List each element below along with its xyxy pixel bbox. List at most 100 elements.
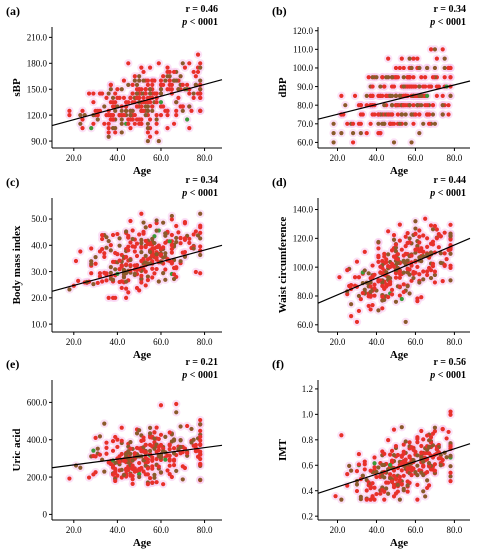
data-point [165, 468, 170, 473]
data-point [403, 251, 408, 256]
data-point [366, 303, 371, 309]
data-point [174, 410, 179, 415]
data-point [370, 75, 375, 80]
data-point [376, 308, 381, 313]
data-point [128, 95, 133, 100]
data-point [415, 463, 420, 468]
data-point [397, 497, 402, 502]
data-point [362, 459, 367, 464]
data-point [110, 232, 116, 238]
data-point [413, 250, 418, 255]
data-point [198, 438, 203, 443]
data-point [132, 121, 137, 126]
panel-label: (e) [6, 357, 19, 371]
data-point [386, 491, 391, 496]
data-point [134, 431, 140, 436]
data-point [154, 228, 159, 233]
r-value: r = 0.34 [186, 175, 218, 186]
data-point [187, 236, 192, 241]
data-point [119, 285, 124, 291]
data-point [124, 108, 129, 113]
x-tick-label: 40.0 [369, 525, 385, 535]
data-point [198, 434, 203, 439]
data-point [417, 240, 422, 245]
data-point [411, 75, 416, 80]
data-point [358, 103, 363, 108]
data-point [163, 78, 168, 83]
data-point [167, 239, 172, 244]
data-point [397, 284, 402, 289]
data-point [331, 121, 336, 126]
x-tick-label: 40.0 [110, 153, 126, 163]
data-point [117, 459, 122, 464]
y-tick-label: 100.0 [293, 63, 314, 73]
data-point [397, 474, 402, 479]
data-point [95, 117, 100, 122]
data-point [115, 444, 120, 450]
data-point [167, 430, 172, 435]
data-point [419, 93, 424, 98]
data-point [432, 462, 438, 467]
data-point [145, 126, 150, 131]
data-point [436, 84, 441, 89]
data-point [154, 252, 159, 257]
x-tick-label: 40.0 [369, 337, 385, 347]
data-point [128, 472, 133, 477]
data-point [198, 78, 203, 83]
data-point [130, 458, 135, 463]
data-point [93, 435, 98, 440]
data-point [397, 121, 402, 126]
data-point [198, 91, 203, 96]
data-point [425, 478, 430, 483]
data-point [121, 95, 127, 100]
data-point [198, 417, 203, 423]
data-point [187, 91, 192, 96]
data-point [432, 65, 438, 71]
data-point [380, 449, 385, 454]
data-point [374, 75, 379, 80]
data-point [423, 451, 428, 456]
data-point [167, 442, 172, 447]
data-point [134, 104, 140, 109]
data-point [376, 255, 381, 260]
data-point [419, 450, 424, 455]
data-point [171, 69, 177, 75]
data-point [108, 113, 113, 118]
data-point [189, 426, 194, 432]
regression-line [317, 443, 471, 494]
data-point [407, 56, 412, 61]
data-point [343, 103, 348, 108]
data-point [143, 113, 148, 118]
data-point [67, 113, 72, 118]
p-value-symbol: p [429, 188, 435, 199]
data-point [421, 233, 426, 238]
data-point [169, 242, 174, 248]
data-point [158, 104, 164, 109]
data-point [130, 91, 135, 96]
panel-label: (f) [272, 357, 284, 371]
data-point [407, 75, 412, 80]
data-point [434, 447, 439, 452]
data-point [165, 126, 170, 131]
panel-label: (b) [272, 4, 287, 18]
data-point [407, 236, 412, 241]
data-point [141, 231, 146, 236]
data-point [104, 278, 109, 283]
data-point [132, 113, 137, 118]
data-point [432, 223, 438, 229]
data-point [174, 223, 179, 229]
data-point [421, 249, 426, 254]
data-point [128, 126, 133, 131]
data-point [391, 237, 397, 242]
data-point [366, 75, 371, 80]
data-point [349, 468, 354, 473]
data-point [448, 93, 453, 98]
data-point [376, 239, 381, 245]
data-point [145, 130, 150, 135]
data-point [161, 482, 166, 487]
data-point [163, 233, 168, 238]
p-value: p < 0001 [429, 370, 466, 381]
point-halos [65, 399, 205, 489]
y-tick-label: 0.2 [302, 511, 313, 521]
data-point [156, 444, 161, 450]
